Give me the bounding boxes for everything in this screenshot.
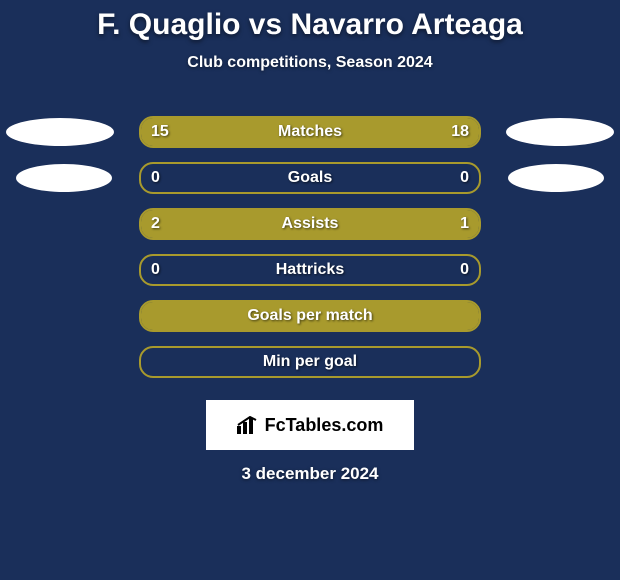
stat-row: 1518Matches (0, 114, 620, 160)
stat-label: Matches (141, 123, 479, 141)
stat-label: Assists (141, 215, 479, 233)
brand-text: FcTables.com (265, 415, 384, 436)
brand-box: FcTables.com (206, 400, 414, 450)
stat-label: Goals per match (141, 307, 479, 325)
stat-label: Goals (141, 169, 479, 187)
player-marker-left (6, 118, 114, 146)
stat-label: Hattricks (141, 261, 479, 279)
stat-bar: 00Hattricks (139, 254, 481, 286)
comparison-card: F. Quaglio vs Navarro Arteaga Club compe… (0, 0, 620, 580)
stat-bar: 1518Matches (139, 116, 481, 148)
stat-row: Goals per match (0, 298, 620, 344)
page-title: F. Quaglio vs Navarro Arteaga (0, 0, 620, 42)
stat-bar: 00Goals (139, 162, 481, 194)
subtitle: Club competitions, Season 2024 (0, 54, 620, 72)
stat-bar: 21Assists (139, 208, 481, 240)
stat-row: Min per goal (0, 344, 620, 390)
stat-label: Min per goal (141, 353, 479, 371)
player-marker-left (16, 164, 112, 192)
stat-row: 21Assists (0, 206, 620, 252)
stat-row: 00Hattricks (0, 252, 620, 298)
stat-row: 00Goals (0, 160, 620, 206)
stat-bar: Goals per match (139, 300, 481, 332)
stat-rows: 1518Matches 00Goals 21Assists 00Hattricks Go… (0, 114, 620, 390)
player-marker-right (506, 118, 614, 146)
stat-bar: Min per goal (139, 346, 481, 378)
player-marker-right (508, 164, 604, 192)
date-text: 3 december 2024 (0, 464, 620, 484)
brand-chart-icon (237, 416, 259, 434)
